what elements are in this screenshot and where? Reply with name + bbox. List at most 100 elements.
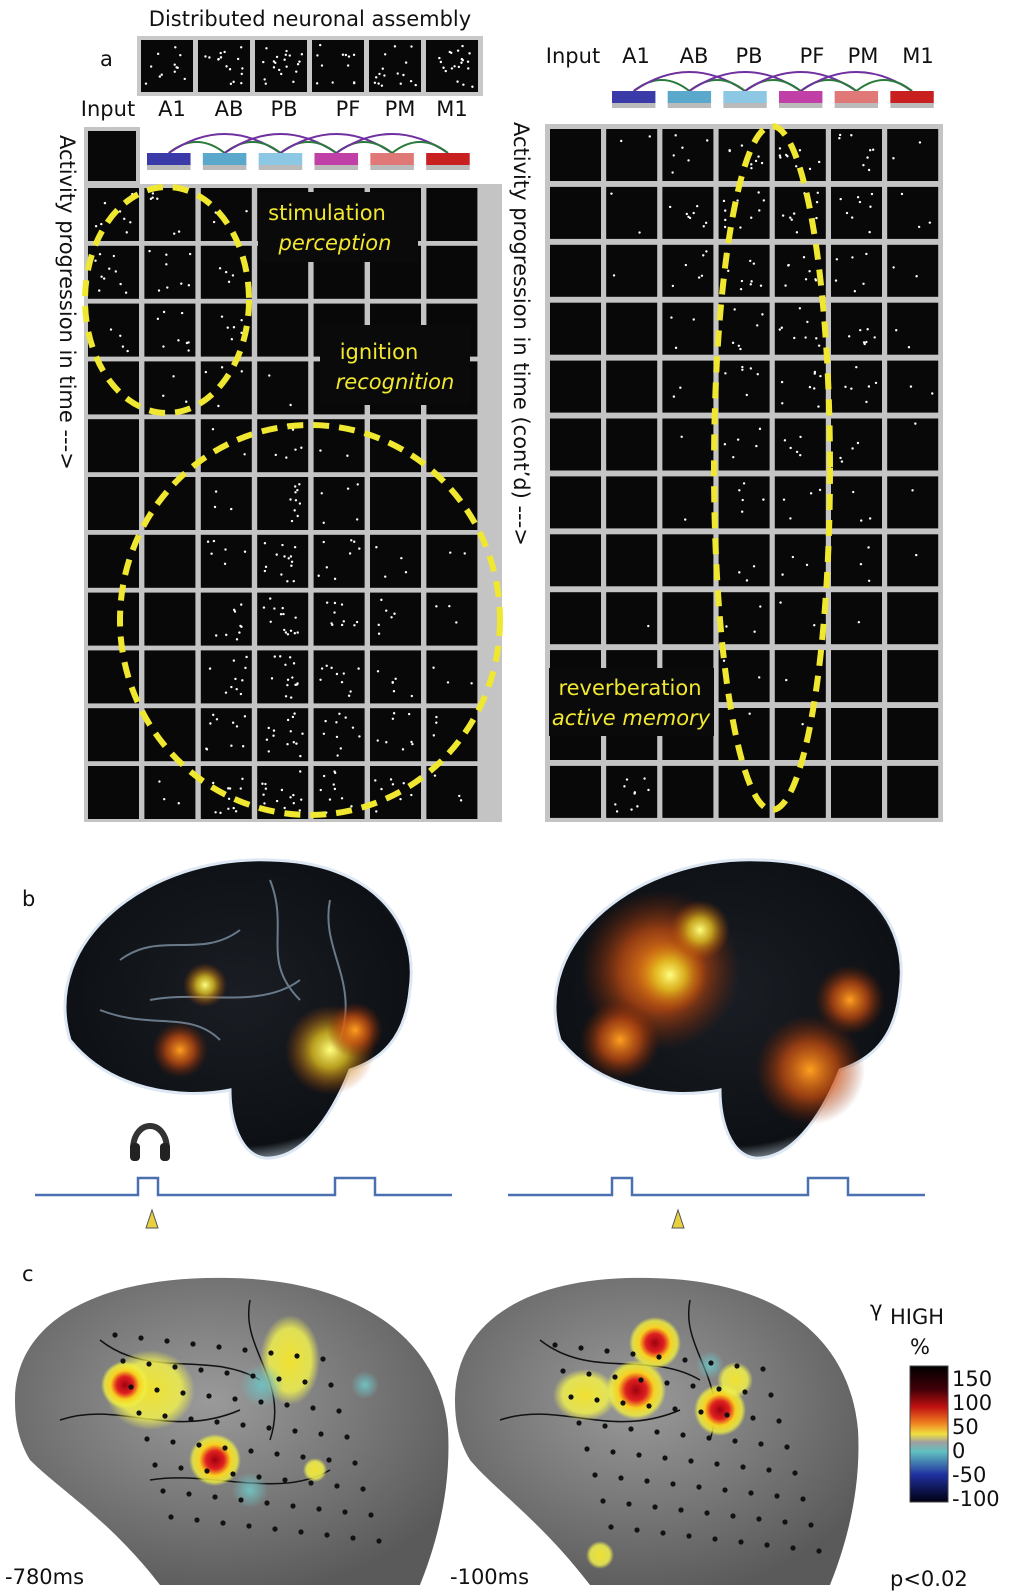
spike bbox=[462, 59, 464, 61]
spike bbox=[262, 794, 264, 796]
cell bbox=[550, 419, 601, 471]
spike bbox=[284, 664, 286, 666]
spike bbox=[684, 518, 686, 520]
spike bbox=[343, 672, 345, 674]
electrode bbox=[610, 1449, 615, 1454]
spike bbox=[392, 681, 394, 683]
spike bbox=[276, 56, 278, 58]
spike bbox=[174, 46, 176, 48]
spike bbox=[672, 285, 674, 287]
time-axis-label: Activity progression in time ---> bbox=[55, 135, 79, 470]
spike bbox=[471, 86, 473, 88]
cell bbox=[831, 708, 882, 760]
module bbox=[779, 91, 822, 103]
spike bbox=[851, 447, 853, 449]
cell bbox=[831, 419, 882, 471]
spike bbox=[317, 575, 319, 577]
spike bbox=[698, 276, 700, 278]
electrode bbox=[750, 1415, 755, 1420]
spike bbox=[319, 449, 321, 451]
spike bbox=[271, 677, 273, 679]
spike bbox=[859, 329, 861, 331]
time-label: -780ms bbox=[5, 1565, 84, 1589]
cell bbox=[775, 419, 826, 471]
spike bbox=[353, 54, 355, 56]
spike bbox=[679, 387, 681, 389]
spike bbox=[290, 565, 292, 567]
spike bbox=[839, 134, 841, 136]
electrode bbox=[250, 1373, 255, 1378]
spike bbox=[94, 259, 96, 261]
cell bbox=[606, 245, 657, 297]
spike bbox=[207, 541, 209, 543]
cell bbox=[887, 361, 938, 413]
spike bbox=[815, 337, 817, 339]
cell bbox=[426, 477, 477, 530]
cell bbox=[88, 246, 139, 299]
cell bbox=[831, 361, 882, 413]
cell bbox=[719, 534, 770, 586]
spike bbox=[759, 428, 761, 430]
spike bbox=[759, 605, 761, 607]
cell bbox=[662, 534, 713, 586]
spike bbox=[763, 199, 765, 201]
spike bbox=[723, 660, 725, 662]
spike bbox=[787, 264, 789, 266]
area-label: M1 bbox=[902, 44, 933, 68]
spike bbox=[445, 70, 447, 72]
spike bbox=[851, 256, 853, 258]
cell bbox=[144, 246, 195, 299]
spike bbox=[809, 168, 811, 170]
spike bbox=[334, 602, 336, 604]
spike bbox=[402, 74, 404, 76]
spike bbox=[647, 789, 649, 791]
spike bbox=[377, 670, 379, 672]
spike bbox=[299, 770, 301, 772]
panel-label: a bbox=[100, 47, 113, 71]
colorbar-subscript: HIGH bbox=[890, 1305, 944, 1329]
electrode bbox=[376, 1538, 381, 1543]
electrode bbox=[294, 1353, 299, 1358]
spike bbox=[300, 798, 302, 800]
cell bbox=[257, 361, 308, 414]
spike bbox=[724, 226, 726, 228]
electrode bbox=[748, 1490, 753, 1495]
spike bbox=[296, 489, 298, 491]
module-base bbox=[259, 165, 303, 170]
area-label: PM bbox=[385, 97, 416, 121]
electrode bbox=[238, 1497, 243, 1502]
cell bbox=[370, 477, 421, 530]
electrode bbox=[602, 1423, 607, 1428]
cell bbox=[426, 535, 477, 588]
spike bbox=[806, 321, 808, 323]
spike bbox=[724, 443, 726, 445]
spike bbox=[817, 192, 819, 194]
spike bbox=[868, 169, 870, 171]
cell bbox=[314, 535, 365, 588]
spike bbox=[341, 681, 343, 683]
spike bbox=[819, 375, 821, 377]
spike bbox=[693, 318, 695, 320]
cell bbox=[426, 246, 477, 299]
spike bbox=[854, 290, 856, 292]
spike bbox=[292, 81, 294, 83]
cell bbox=[550, 129, 601, 181]
cell bbox=[88, 650, 139, 703]
spike bbox=[670, 316, 672, 318]
spike bbox=[324, 720, 326, 722]
spike bbox=[750, 167, 752, 169]
colorbar-label: -50 bbox=[952, 1463, 986, 1487]
spike bbox=[910, 385, 912, 387]
cell bbox=[831, 592, 882, 644]
spike bbox=[349, 690, 351, 692]
spike bbox=[294, 448, 296, 450]
spike bbox=[323, 733, 325, 735]
spike bbox=[340, 747, 342, 749]
electrode bbox=[214, 1419, 219, 1424]
spike bbox=[733, 308, 735, 310]
spike bbox=[281, 544, 283, 546]
cell bbox=[887, 129, 938, 181]
spike bbox=[380, 599, 382, 601]
spike bbox=[865, 341, 867, 343]
spike bbox=[330, 667, 332, 669]
